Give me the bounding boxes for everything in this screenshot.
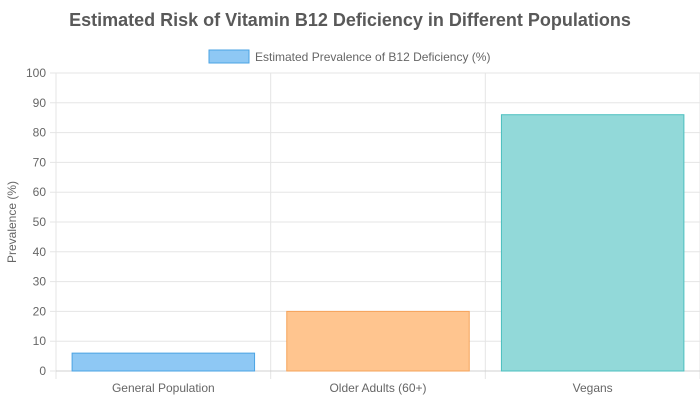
y-tick-label: 40 <box>33 245 47 259</box>
bar-1[interactable] <box>286 310 470 372</box>
bar-0[interactable] <box>71 352 256 372</box>
legend-label: Estimated Prevalence of B12 Deficiency (… <box>255 50 490 64</box>
y-tick-label: 90 <box>33 96 47 110</box>
y-axis-label: Prevalence (%) <box>5 181 19 263</box>
legend[interactable]: Estimated Prevalence of B12 Deficiency (… <box>208 49 490 64</box>
bars <box>71 114 685 372</box>
grid <box>50 72 700 379</box>
y-tick-label: 30 <box>33 275 47 289</box>
y-tick-label: 0 <box>39 364 46 378</box>
y-tick-label: 50 <box>33 215 47 229</box>
y-tick-label: 100 <box>26 66 46 80</box>
x-tick-label: Vegans <box>573 381 613 395</box>
legend-swatch <box>208 49 250 64</box>
bar-2[interactable] <box>500 114 685 372</box>
y-tick-label: 20 <box>33 304 47 318</box>
y-tick-label: 10 <box>33 334 47 348</box>
x-tick-label: General Population <box>112 381 215 395</box>
y-tick-label: 60 <box>33 185 47 199</box>
y-tick-label: 70 <box>33 155 47 169</box>
x-tick-label: Older Adults (60+) <box>329 381 426 395</box>
y-tick-label: 80 <box>33 126 47 140</box>
chart-title: Estimated Risk of Vitamin B12 Deficiency… <box>69 10 631 30</box>
y-axis-ticks: 0 10 20 30 40 50 60 70 80 90 100 <box>26 66 46 378</box>
x-axis-ticks: General Population Older Adults (60+) Vega… <box>112 381 613 395</box>
